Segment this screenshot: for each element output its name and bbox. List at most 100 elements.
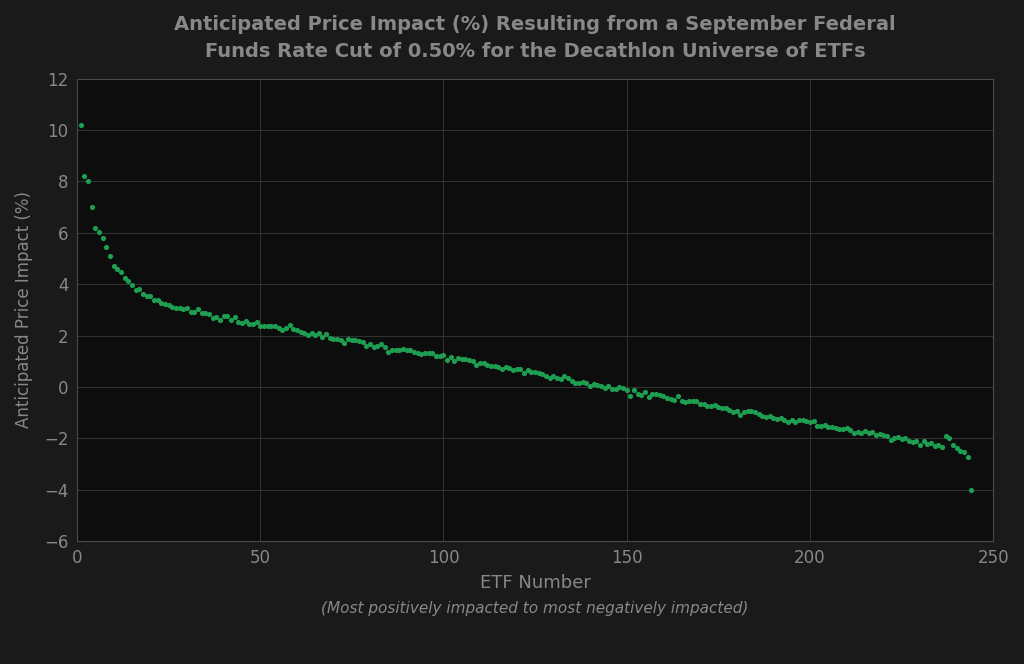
- Point: [739, 406, 756, 416]
- Point: [138, 291, 155, 301]
- Point: [230, 317, 247, 327]
- Point: [333, 335, 349, 345]
- Point: [354, 337, 371, 347]
- Point: [135, 289, 152, 299]
- Point: [699, 400, 716, 411]
- Point: [959, 452, 976, 463]
- Point: [94, 233, 111, 244]
- Point: [846, 428, 862, 438]
- Point: [545, 371, 561, 382]
- Title: Anticipated Price Impact (%) Resulting from a September Federal
Funds Rate Cut o: Anticipated Price Impact (%) Resulting f…: [174, 15, 896, 60]
- Point: [358, 341, 375, 351]
- Point: [347, 335, 364, 345]
- Point: [424, 348, 440, 359]
- Point: [607, 383, 624, 394]
- Point: [948, 442, 965, 453]
- Point: [630, 388, 646, 399]
- Point: [618, 385, 635, 396]
- Point: [746, 407, 763, 418]
- Point: [512, 364, 528, 374]
- Point: [410, 348, 426, 359]
- Point: [919, 439, 935, 450]
- Point: [640, 392, 656, 402]
- Point: [857, 425, 873, 436]
- Point: [563, 376, 580, 386]
- Point: [76, 171, 92, 182]
- Point: [171, 303, 187, 313]
- Point: [600, 381, 616, 392]
- Point: [614, 382, 631, 393]
- Point: [728, 405, 744, 416]
- Point: [300, 330, 316, 341]
- Point: [904, 436, 921, 447]
- Point: [963, 484, 979, 495]
- Point: [373, 339, 389, 349]
- Point: [725, 407, 741, 418]
- Point: [475, 358, 492, 369]
- Point: [458, 353, 474, 364]
- Point: [574, 376, 591, 387]
- Point: [692, 398, 709, 409]
- Point: [743, 406, 760, 416]
- Point: [113, 267, 129, 278]
- Point: [795, 414, 811, 425]
- Point: [663, 394, 679, 404]
- Point: [98, 242, 115, 252]
- Point: [758, 412, 774, 422]
- Point: [179, 303, 196, 314]
- Point: [901, 436, 918, 447]
- Point: [611, 382, 628, 392]
- Point: [101, 251, 118, 262]
- Point: [658, 392, 675, 403]
- Point: [83, 202, 99, 212]
- Point: [73, 120, 89, 130]
- Point: [197, 308, 213, 319]
- Point: [710, 401, 726, 412]
- Point: [421, 348, 437, 359]
- Point: [80, 176, 96, 187]
- Point: [322, 332, 338, 343]
- Point: [549, 373, 565, 383]
- Point: [736, 406, 753, 417]
- Point: [674, 395, 690, 406]
- Point: [310, 328, 327, 339]
- Point: [718, 402, 734, 413]
- Point: [560, 373, 577, 384]
- Point: [336, 337, 352, 348]
- Point: [941, 433, 957, 444]
- Point: [361, 339, 378, 349]
- Point: [157, 298, 173, 309]
- Point: [472, 358, 488, 369]
- Point: [791, 415, 807, 426]
- Point: [695, 399, 712, 410]
- Point: [454, 353, 470, 364]
- Point: [527, 367, 544, 378]
- Point: [823, 422, 840, 432]
- Point: [523, 367, 540, 377]
- Point: [483, 361, 500, 371]
- Point: [435, 350, 452, 361]
- Point: [505, 365, 521, 375]
- Point: [751, 408, 767, 419]
- Point: [142, 291, 159, 301]
- Point: [623, 390, 639, 401]
- Point: [798, 416, 814, 426]
- Point: [604, 384, 621, 394]
- Point: [105, 261, 122, 272]
- X-axis label: ETF Number: ETF Number: [479, 574, 591, 592]
- Point: [897, 433, 913, 444]
- Point: [637, 387, 653, 398]
- Point: [201, 309, 217, 319]
- Point: [189, 303, 206, 314]
- Point: [839, 423, 855, 434]
- Point: [414, 349, 430, 359]
- Point: [366, 341, 382, 352]
- Point: [296, 327, 312, 338]
- Point: [314, 332, 331, 343]
- Point: [772, 412, 788, 423]
- Point: [431, 351, 447, 362]
- Point: [318, 329, 335, 339]
- Point: [326, 333, 342, 344]
- Point: [461, 355, 477, 365]
- Point: [911, 440, 928, 450]
